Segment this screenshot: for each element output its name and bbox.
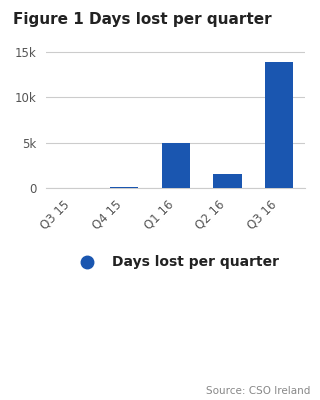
Bar: [110, 187, 138, 188]
Bar: [265, 62, 293, 188]
Text: Source: CSO Ireland: Source: CSO Ireland: [206, 386, 310, 396]
Text: Figure 1 Days lost per quarter: Figure 1 Days lost per quarter: [13, 12, 271, 27]
Bar: [162, 143, 190, 188]
Bar: [213, 174, 242, 188]
Legend: Days lost per quarter: Days lost per quarter: [67, 250, 284, 275]
